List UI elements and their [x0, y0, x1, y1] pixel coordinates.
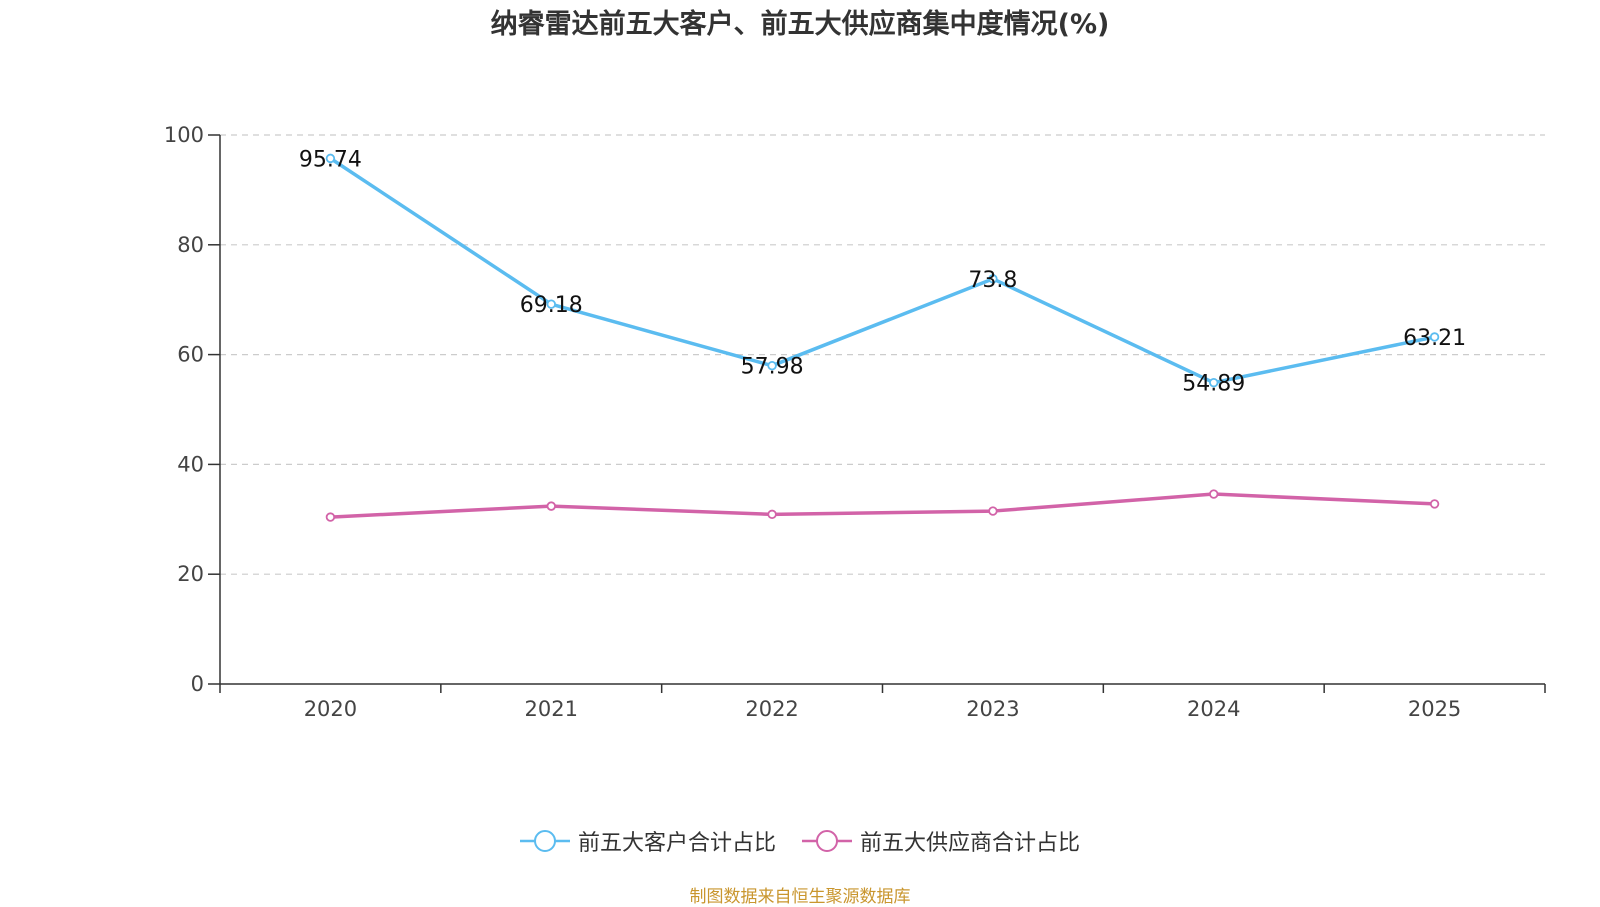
- series-1-point-2024: [1209, 489, 1219, 499]
- x-tick-label-2020: 2020: [304, 697, 357, 721]
- series-0-label-2024: 54.89: [1182, 372, 1245, 397]
- series-1-point-2025: [1429, 499, 1440, 509]
- y-tick-label-100: 100: [164, 123, 204, 147]
- chart-title: 纳睿雷达前五大客户、前五大供应商集中度情况(%): [490, 9, 1110, 40]
- x-tick-label-2021: 2021: [525, 697, 578, 721]
- x-tick-label-2024: 2024: [1187, 697, 1240, 721]
- source-note: 制图数据来自恒生聚源数据库: [689, 887, 911, 907]
- series-1-point-2021: [546, 501, 556, 511]
- x-tick-label-2022: 2022: [745, 697, 798, 721]
- legend-item-customers[interactable]: 前五大客户合计占比: [519, 825, 776, 857]
- series-line-0: [329, 156, 1435, 385]
- y-tick-label-40: 40: [177, 452, 204, 476]
- series-0-point-2022: [767, 360, 777, 371]
- series-1-point-2023: [988, 506, 998, 516]
- legend-label-suppliers: 前五大供应商合计占比: [860, 831, 1081, 856]
- series-0-point-2020: [325, 153, 336, 164]
- series-0-label-2021: 69.18: [520, 293, 583, 318]
- legend-marker-customers: [519, 830, 570, 852]
- y-tick-label-80: 80: [177, 233, 204, 257]
- x-tick-label-2023: 2023: [966, 697, 1019, 721]
- series-0-point-2024: [1209, 377, 1219, 388]
- series-0-label-2025: 63.21: [1403, 326, 1466, 351]
- series-0-point-2025: [1429, 332, 1440, 342]
- series-0-label-2022: 57.98: [741, 355, 804, 380]
- series-0-label-2020: 95.74: [299, 147, 362, 172]
- series-1-point-2020: [325, 512, 336, 522]
- legend-item-suppliers[interactable]: 前五大供应商合计占比: [802, 825, 1080, 857]
- x-tick-label-2025: 2025: [1408, 697, 1461, 721]
- series-1-point-2022: [767, 509, 777, 520]
- y-tick-label-60: 60: [177, 343, 204, 367]
- series-0-label-2023: 73.8: [968, 268, 1017, 293]
- legend-marker-suppliers: [802, 830, 852, 852]
- legend: 前五大客户合计占比 前五大供应商合计占比: [0, 825, 1600, 857]
- legend-label-customers: 前五大客户合计占比: [577, 831, 776, 856]
- series-0-point-2021: [546, 299, 556, 309]
- y-tick-label-20: 20: [177, 562, 204, 586]
- y-tick-label-0: 0: [191, 672, 204, 696]
- series-line-1: [330, 492, 1435, 519]
- series-0-point-2023: [988, 274, 998, 284]
